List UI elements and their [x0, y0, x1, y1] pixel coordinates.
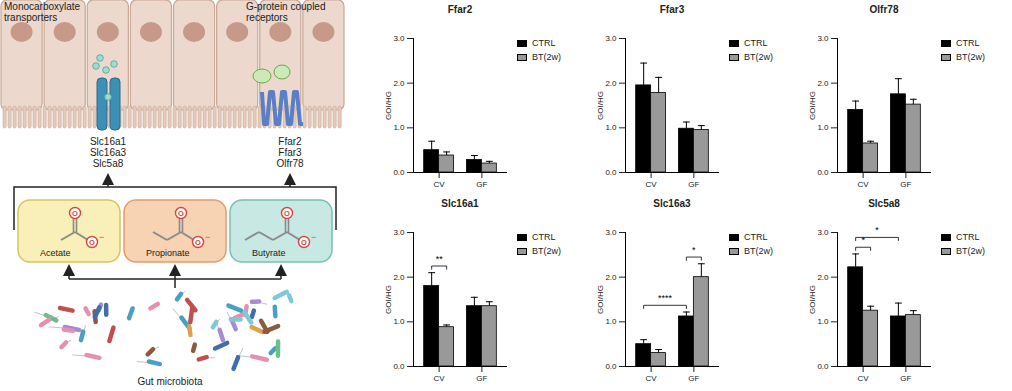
- svg-text:Slc5a8: Slc5a8: [93, 158, 124, 169]
- svg-text:0.0: 0.0: [605, 168, 617, 177]
- svg-text:GOI/HG: GOI/HG: [808, 91, 817, 120]
- html-text:CTRL: CTRL: [744, 232, 768, 242]
- svg-text:1.0: 1.0: [393, 317, 405, 326]
- svg-text:Propionate: Propionate: [146, 248, 190, 258]
- svg-text:−: −: [205, 232, 210, 242]
- svg-text:*: *: [692, 245, 696, 255]
- svg-text:0.0: 0.0: [393, 168, 405, 177]
- html-text:BT(2w): BT(2w): [532, 52, 561, 62]
- svg-text:1.0: 1.0: [817, 123, 829, 132]
- svg-text:****: ****: [658, 293, 673, 303]
- svg-text:GF: GF: [476, 180, 487, 189]
- svg-text:CV: CV: [434, 374, 446, 383]
- svg-text:CV: CV: [646, 180, 658, 189]
- svg-text:−: −: [99, 232, 104, 242]
- svg-text:3.0: 3.0: [393, 228, 405, 237]
- svg-text:0.0: 0.0: [605, 362, 617, 371]
- svg-text:Slc16a1: Slc16a1: [90, 136, 127, 147]
- svg-text:Olfr78: Olfr78: [276, 158, 304, 169]
- svg-text:0.0: 0.0: [817, 168, 829, 177]
- svg-text:transporters: transporters: [4, 12, 57, 23]
- html-text:Slc5a8: Slc5a8: [868, 198, 900, 209]
- html-text:BT(2w): BT(2w): [956, 52, 985, 62]
- svg-text:GOI/HG: GOI/HG: [808, 285, 817, 314]
- html-text:CTRL: CTRL: [532, 232, 556, 242]
- svg-text:GF: GF: [900, 180, 911, 189]
- svg-text:O: O: [301, 238, 307, 247]
- svg-text:2.0: 2.0: [605, 273, 617, 282]
- svg-text:GF: GF: [688, 180, 699, 189]
- html-text:Olfr78: Olfr78: [869, 4, 899, 15]
- svg-text:1.0: 1.0: [817, 317, 829, 326]
- svg-text:*: *: [875, 225, 879, 235]
- svg-text:CV: CV: [858, 180, 870, 189]
- svg-text:2.0: 2.0: [817, 79, 829, 88]
- svg-text:G-protein coupled: G-protein coupled: [246, 1, 326, 12]
- svg-text:GF: GF: [476, 374, 487, 383]
- svg-text:GF: GF: [900, 374, 911, 383]
- svg-text:3.0: 3.0: [393, 34, 405, 43]
- html-text:Slc16a3: Slc16a3: [653, 198, 691, 209]
- svg-text:0.0: 0.0: [817, 362, 829, 371]
- html-text:CTRL: CTRL: [532, 38, 556, 48]
- svg-text:Acetate: Acetate: [40, 248, 71, 258]
- svg-text:Butyrate: Butyrate: [252, 248, 286, 258]
- svg-text:3.0: 3.0: [605, 34, 617, 43]
- svg-text:3.0: 3.0: [817, 34, 829, 43]
- html-text:CTRL: CTRL: [744, 38, 768, 48]
- svg-text:O: O: [195, 238, 201, 247]
- svg-text:GOI/HG: GOI/HG: [384, 285, 393, 314]
- svg-text:2.0: 2.0: [393, 79, 405, 88]
- svg-text:2.0: 2.0: [605, 79, 617, 88]
- svg-text:Gut microbiota: Gut microbiota: [137, 376, 202, 387]
- html-text:BT(2w): BT(2w): [956, 246, 985, 256]
- svg-text:**: **: [436, 254, 444, 264]
- svg-text:GOI/HG: GOI/HG: [384, 91, 393, 120]
- svg-text:receptors: receptors: [246, 12, 288, 23]
- svg-text:2.0: 2.0: [393, 273, 405, 282]
- svg-text:CV: CV: [646, 374, 658, 383]
- html-text:Ffar2: Ffar2: [447, 4, 473, 15]
- svg-text:3.0: 3.0: [817, 228, 829, 237]
- svg-text:CV: CV: [858, 374, 870, 383]
- svg-text:1.0: 1.0: [393, 123, 405, 132]
- svg-text:Ffar2: Ffar2: [278, 136, 302, 147]
- svg-text:Slc16a3: Slc16a3: [90, 147, 127, 158]
- html-text:Ffar3: Ffar3: [659, 4, 685, 15]
- svg-text:O: O: [72, 209, 78, 218]
- html-text:BT(2w): BT(2w): [744, 52, 773, 62]
- svg-text:−: −: [311, 232, 316, 242]
- svg-text:O: O: [284, 209, 290, 218]
- svg-text:GOI/HG: GOI/HG: [596, 91, 605, 120]
- svg-text:0.0: 0.0: [393, 362, 405, 371]
- html-text:CTRL: CTRL: [956, 232, 980, 242]
- svg-text:1.0: 1.0: [605, 317, 617, 326]
- svg-text:O: O: [178, 209, 184, 218]
- svg-text:Ffar3: Ffar3: [278, 147, 302, 158]
- svg-text:GOI/HG: GOI/HG: [596, 285, 605, 314]
- svg-text:3.0: 3.0: [605, 228, 617, 237]
- svg-text:Monocarboxylate: Monocarboxylate: [4, 1, 81, 12]
- html-text:BT(2w): BT(2w): [744, 246, 773, 256]
- svg-text:GF: GF: [688, 374, 699, 383]
- html-text:BT(2w): BT(2w): [532, 246, 561, 256]
- html-text:CTRL: CTRL: [956, 38, 980, 48]
- html-text:Slc16a1: Slc16a1: [441, 198, 479, 209]
- svg-text:*: *: [861, 235, 865, 245]
- svg-text:O: O: [89, 238, 95, 247]
- svg-text:2.0: 2.0: [817, 273, 829, 282]
- svg-text:CV: CV: [434, 180, 446, 189]
- svg-text:1.0: 1.0: [605, 123, 617, 132]
